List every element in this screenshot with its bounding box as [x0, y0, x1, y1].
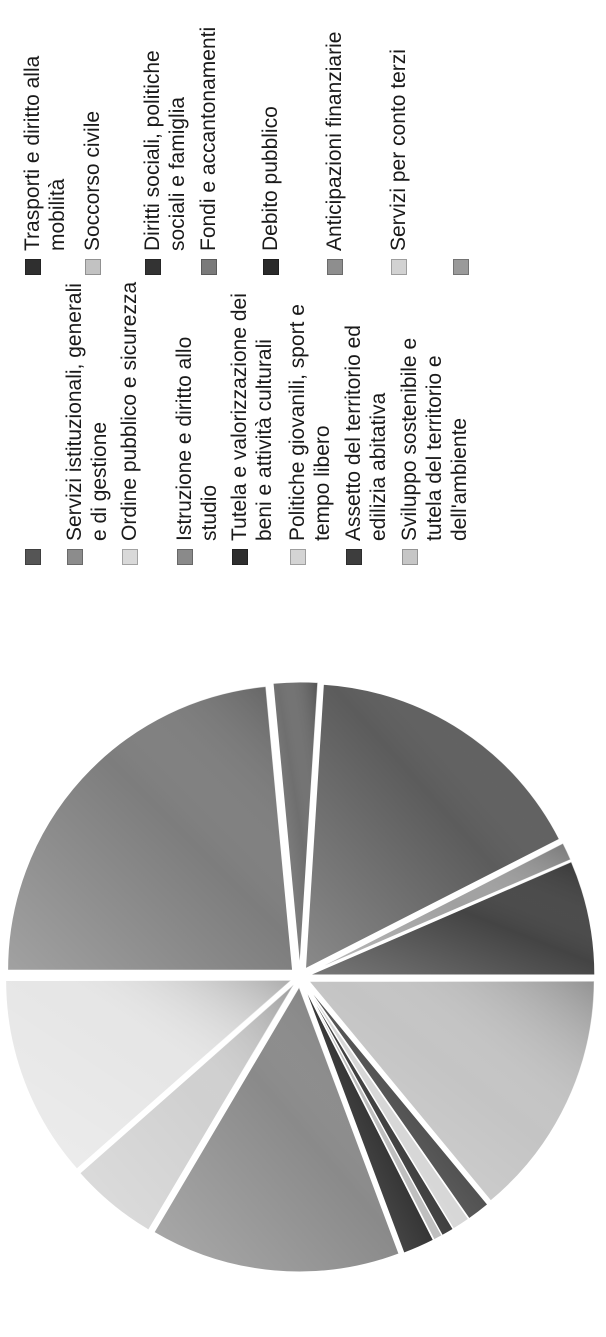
legend-swatch: [327, 259, 343, 275]
pie-slice-shading: [7, 686, 293, 971]
legend-item: Servizi istituzionali, generali e di ges…: [62, 281, 112, 565]
pie-slice-shading: [79, 984, 294, 1231]
legend-label: Fondi e accantonamenti: [197, 26, 220, 251]
legend-swatch: [290, 549, 306, 565]
legend-swatch: [177, 549, 193, 565]
pie-slices: [5, 681, 596, 1273]
legend-label: Anticipazioni finanziarie: [323, 31, 346, 251]
pie-slice-shading: [309, 981, 595, 1201]
legend-label: Ordine pubblico e sicurezza: [118, 281, 141, 541]
legend-item: Diritti sociali, politiche sociali e fam…: [140, 26, 190, 275]
pie-slice-shading: [304, 985, 442, 1240]
legend-label: Sviluppo sostenibile e tutela del territ…: [398, 337, 471, 541]
pie-slice-shading: [5, 980, 291, 1170]
legend-swatch: [402, 549, 418, 565]
pie-slice-shading: [309, 861, 595, 975]
legend-item: Ordine pubblico e sicurezza: [117, 281, 142, 565]
pie-slice-shading: [306, 984, 488, 1219]
legend-item: Debito pubblico: [258, 26, 283, 275]
legend-item: Fondi e accantonamenti: [196, 26, 221, 275]
legend-label: Istruzione e diritto allo studio: [173, 336, 221, 541]
legend-swatch: [201, 259, 217, 275]
legend-label: Assetto del territorio ed edilizia abita…: [342, 325, 390, 541]
pie-slice-shading: [154, 986, 400, 1272]
legend-item: Servizi per conto terzi: [386, 26, 411, 275]
pie-slice-shading: [305, 985, 469, 1229]
pie-slice-shading: [309, 843, 571, 973]
legend-swatch: [232, 549, 248, 565]
legend-label: Servizi istituzionali, generali e di ges…: [63, 283, 111, 541]
legend-item: Politiche giovanili, sport e tempo liber…: [285, 281, 335, 565]
legend-swatch: [85, 259, 101, 275]
legend-item: Istruzione e diritto allo studio: [172, 281, 222, 565]
legend-swatch: [122, 549, 138, 565]
legend-swatch: [67, 549, 83, 565]
legend-item: Soccorso civile: [80, 26, 105, 275]
legend-item: Anticipazioni finanziarie: [322, 26, 347, 275]
legend-swatch: [391, 259, 407, 275]
legend-label: Trasporti e diritto alla mobilità: [21, 55, 69, 251]
legend-item: Sviluppo sostenibile e tutela del territ…: [397, 281, 472, 565]
legend-label: Tutela e valorizzazione dei beni e attiv…: [228, 293, 276, 541]
legend-item: [20, 281, 41, 565]
legend-item: Assetto del territorio ed edilizia abita…: [341, 281, 391, 565]
legend-label: Debito pubblico: [259, 106, 282, 251]
legend-swatch: [145, 259, 161, 275]
legend-swatch: [263, 259, 279, 275]
legend-item: Trasporti e diritto alla mobilità: [20, 26, 70, 275]
legend-label: Diritti sociali, politiche sociali e fam…: [141, 50, 189, 251]
pie-slice-shading: [305, 985, 454, 1236]
legend-swatch: [25, 549, 41, 565]
pie-slice-shading: [273, 682, 318, 968]
pie-slice-shading: [304, 986, 434, 1254]
legend-label: Soccorso civile: [81, 110, 104, 251]
legend-swatch: [25, 259, 41, 275]
legend-item: [448, 26, 469, 275]
legend-item: Tutela e valorizzazione dei beni e attiv…: [227, 281, 277, 565]
pie-slice-shading: [305, 684, 560, 969]
legend-label: Politiche giovanili, sport e tempo liber…: [286, 304, 334, 541]
exploded-pie-chart: [5, 681, 596, 1273]
legend-swatch: [346, 549, 362, 565]
legend-swatch: [453, 259, 469, 275]
legend-label: Servizi per conto terzi: [387, 49, 410, 251]
